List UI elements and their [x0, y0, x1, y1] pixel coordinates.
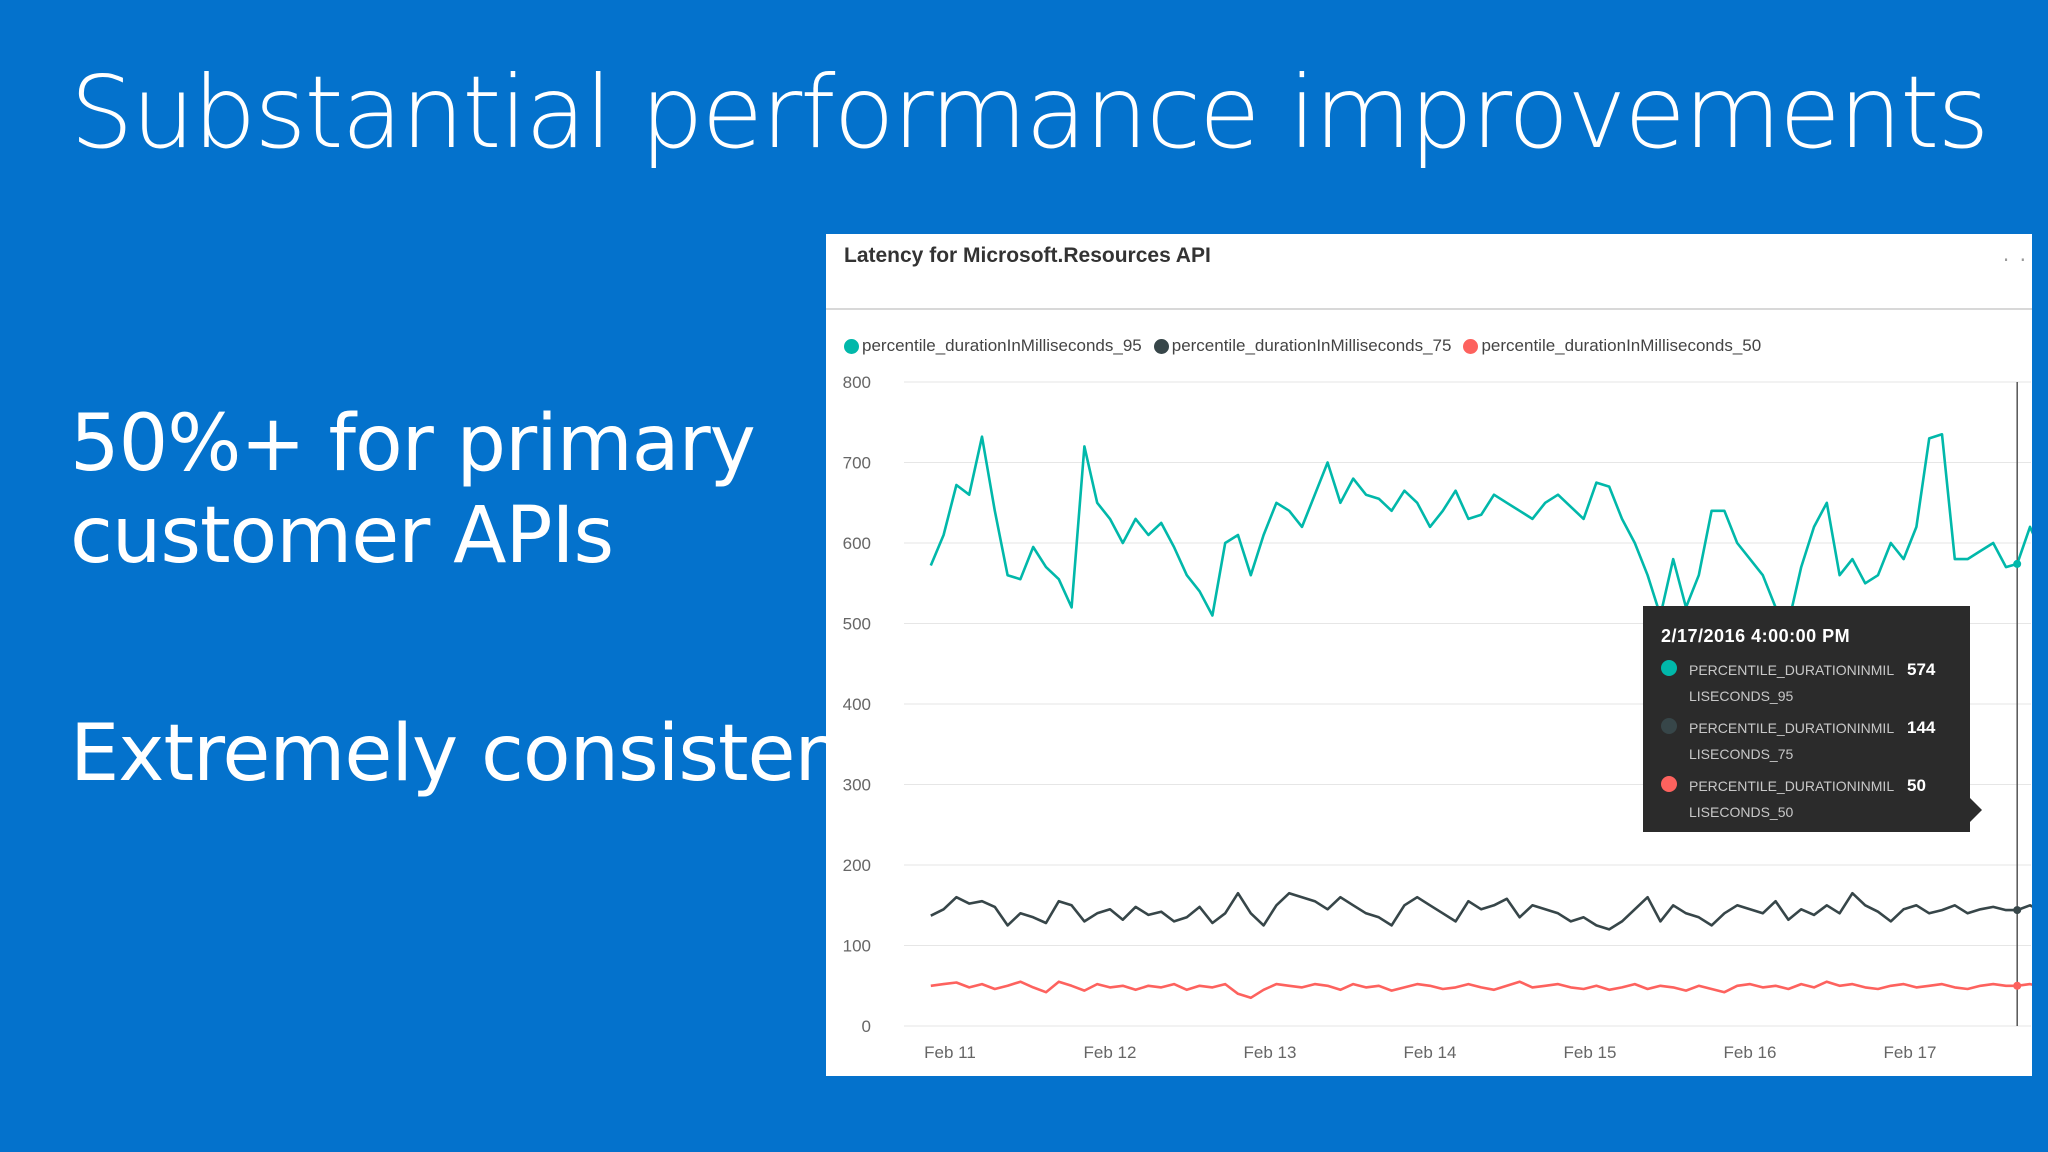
legend-item-p75[interactable]: percentile_durationInMilliseconds_75: [1153, 336, 1452, 356]
data-tooltip: 2/17/2016 4:00:00 PM PERCENTILE_DURATION…: [1643, 606, 1982, 832]
tooltip-dot-p95: [1661, 660, 1677, 676]
x-tick-label-0: Feb 11: [924, 1043, 976, 1062]
legend-label-p50: percentile_durationInMilliseconds_50: [1481, 336, 1762, 355]
tooltip-label-p75: PERCENTILE_DURATIONINMILLISECONDS_75: [1689, 720, 1895, 762]
legend-label-p95: percentile_durationInMilliseconds_95: [862, 336, 1142, 355]
y-tick-label-700: 700: [843, 454, 871, 473]
x-tick-label-3: Feb 14: [1404, 1043, 1457, 1062]
y-tick-label-400: 400: [843, 695, 871, 714]
y-tick-label-0: 0: [862, 1017, 871, 1036]
hover-marker-2: [2013, 981, 2022, 990]
tooltip-value-p95: 574: [1907, 660, 1936, 679]
tooltip-value-p75: 144: [1907, 718, 1936, 737]
bullet-performance: 50%+ for primary customer APIs: [70, 399, 756, 581]
legend-dot-p75: [1153, 338, 1169, 354]
card-divider: [826, 308, 2032, 310]
legend-dot-p50: [1463, 338, 1479, 354]
legend-item-p95[interactable]: percentile_durationInMilliseconds_95: [844, 336, 1142, 356]
tooltip-label-p50: PERCENTILE_DURATIONINMILLISECONDS_50: [1689, 778, 1895, 820]
x-tick-label-2: Feb 13: [1244, 1043, 1297, 1062]
y-tick-label-300: 300: [843, 776, 871, 795]
x-tick-label-1: Feb 12: [1084, 1043, 1137, 1062]
legend-label-p75: percentile_durationInMilliseconds_75: [1171, 336, 1452, 355]
tooltip-label-p95: PERCENTILE_DURATIONINMILLISECONDS_95: [1689, 662, 1895, 704]
tooltip-dot-p75: [1661, 718, 1677, 734]
chart-legend: percentile_durationInMilliseconds_95 per…: [844, 336, 1761, 356]
more-options-icon[interactable]: . .: [2002, 242, 2028, 266]
tooltip-row-p75: PERCENTILE_DURATIONINMILLISECONDS_75 144: [1661, 715, 1970, 767]
tooltip-dot-p50: [1661, 776, 1677, 792]
tooltip-row-p95: PERCENTILE_DURATIONINMILLISECONDS_95 574: [1661, 657, 1970, 709]
chart-title: Latency for Microsoft.Resources API: [844, 244, 1211, 267]
y-tick-label-800: 800: [843, 373, 871, 392]
series-line-0: [929, 433, 2032, 625]
series-line-2: [930, 980, 2032, 1000]
legend-item-p50[interactable]: percentile_durationInMilliseconds_50: [1463, 336, 1761, 356]
x-tick-label-5: Feb 16: [1724, 1043, 1777, 1062]
legend-dot-p95: [844, 338, 859, 354]
hover-marker-0: [2013, 559, 2022, 568]
tooltip-title: 2/17/2016 4:00:00 PM: [1661, 626, 1851, 646]
bullet-consistent: Extremely consistent: [70, 709, 874, 799]
y-tick-label-200: 200: [843, 856, 871, 875]
hover-marker-1: [2013, 906, 2022, 915]
y-tick-label-100: 100: [843, 937, 871, 956]
x-tick-label-6: Feb 17: [1884, 1043, 1937, 1062]
line-chart[interactable]: 0 100 200 300 400 500 600 700 800 Feb 11 Feb 12 Feb…: [826, 234, 2032, 1076]
tooltip-value-p50: 50: [1907, 776, 1926, 795]
y-tick-label-500: 500: [843, 615, 871, 634]
x-tick-label-4: Feb 15: [1564, 1043, 1617, 1062]
slide-title: Substantial performance improvements: [70, 54, 1989, 171]
series-line-1: [930, 891, 2032, 931]
tooltip-row-p50: PERCENTILE_DURATIONINMILLISECONDS_50 50: [1661, 773, 1970, 825]
y-tick-label-600: 600: [843, 534, 871, 553]
